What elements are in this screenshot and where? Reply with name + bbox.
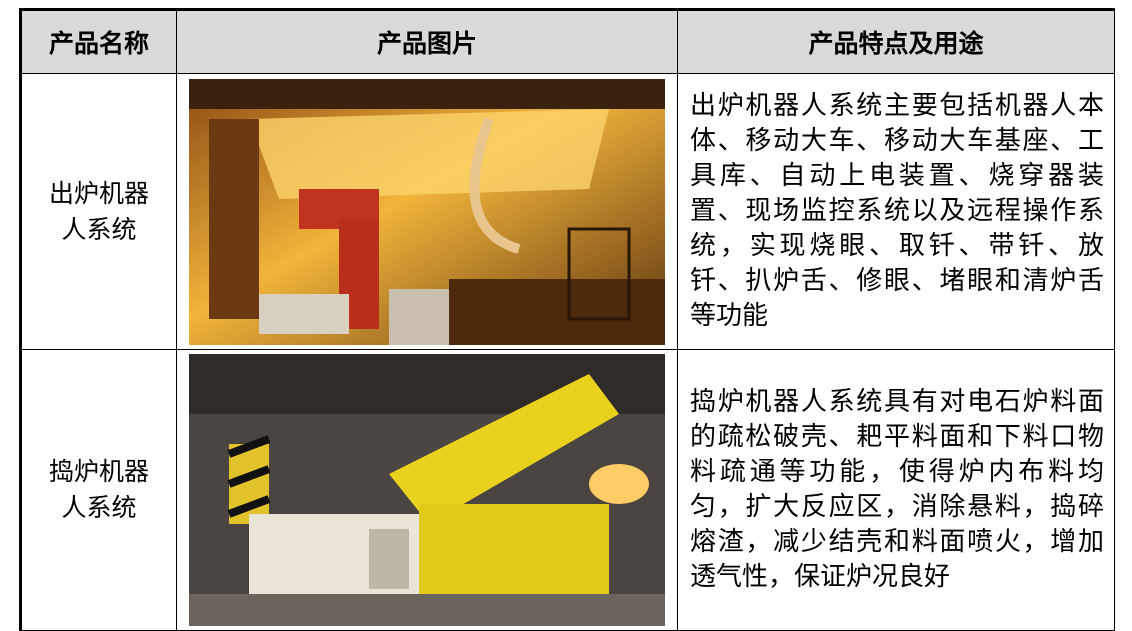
header-cell: 产品特点及用途 — [677, 8, 1115, 74]
product-description: 捣炉机器人系统具有对电石炉料面的疏松破壳、耙平料面和下料口物料疏通等功能，使得炉… — [677, 349, 1115, 631]
product-name: 捣炉机器人系统 — [19, 349, 177, 631]
product-image — [189, 78, 665, 345]
product-name: 出炉机器人系统 — [19, 73, 177, 350]
header-row: 产品名称 产品图片 产品特点及用途 — [19, 8, 1115, 74]
header-cell: 产品名称 — [19, 8, 177, 74]
product-image-cell — [176, 349, 678, 631]
row: 捣炉机器人系统 捣炉机器人系统具有对电石炉料面的疏松破壳、耙平料面和下料口物料疏… — [19, 349, 1115, 631]
product-description: 出炉机器人系统主要包括机器人本体、移动大车、移动大车基座、工具库、自动上电装置、… — [677, 73, 1115, 350]
product-image — [189, 354, 665, 626]
product-image-cell — [176, 73, 678, 350]
row: 出炉机器人系统 出炉机器人系统主要包括机器人本体、移动大车、移动大车基座、工具库… — [19, 73, 1115, 350]
product-table: 产品名称 产品图片 产品特点及用途 出炉机器人系统 出炉机器人系统主要包括机器人… — [19, 8, 1115, 631]
header-cell: 产品图片 — [176, 8, 678, 74]
